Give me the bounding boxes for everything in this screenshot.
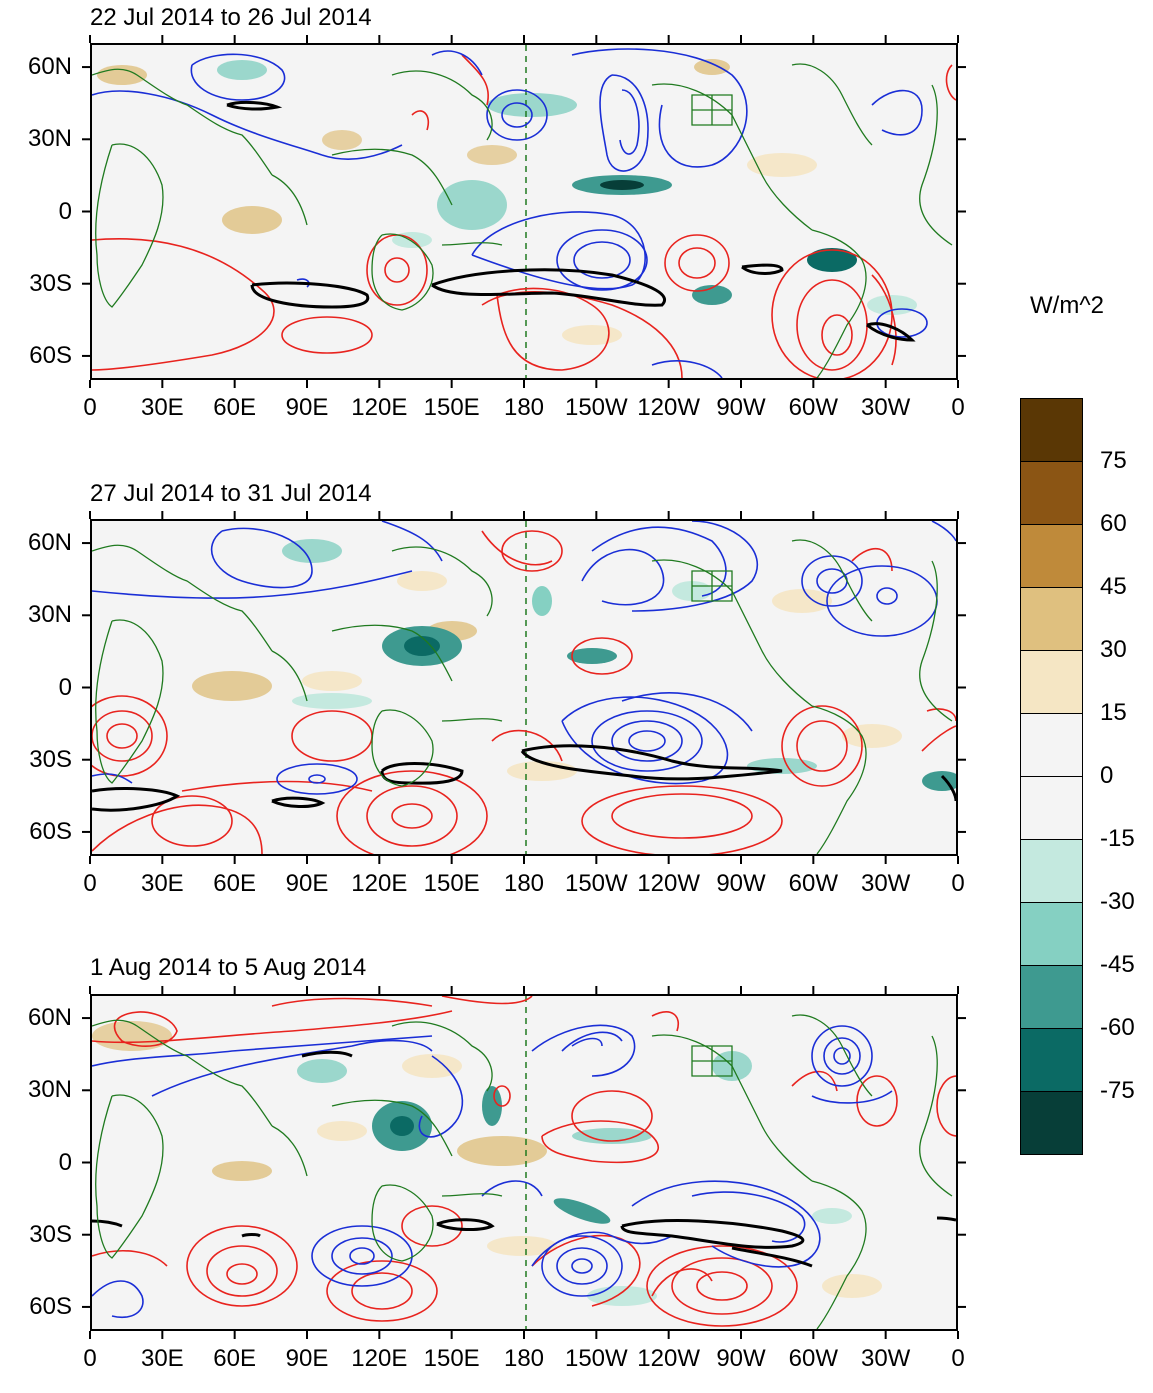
colorbar-box xyxy=(1020,776,1083,839)
lon-label: 30W xyxy=(860,1345,911,1372)
colorbar-label: -30 xyxy=(1100,888,1135,915)
shading-green xyxy=(297,1051,852,1306)
lon-label: 90W xyxy=(716,394,766,421)
lon-label: 90E xyxy=(285,870,329,897)
lon-label: 180 xyxy=(503,1345,545,1372)
colorbar-box xyxy=(1020,713,1083,776)
lon-label: 150E xyxy=(423,394,480,421)
lon-label: 150W xyxy=(564,1345,628,1372)
colorbar-box xyxy=(1020,398,1083,461)
contours-zero xyxy=(92,744,956,812)
lat-label: 60S xyxy=(29,817,72,845)
lon-label: 60W xyxy=(788,1345,839,1372)
colorbar-label: 45 xyxy=(1100,573,1127,600)
lat-label: 60S xyxy=(29,341,72,369)
lon-label: 150W xyxy=(564,870,628,897)
colorbar-label: -15 xyxy=(1100,825,1135,852)
lon-label: 120E xyxy=(351,1345,408,1372)
shading-green xyxy=(217,60,917,315)
lat-label: 0 xyxy=(58,673,72,701)
lon-label: 120E xyxy=(351,394,408,421)
lon-label: 30W xyxy=(860,394,911,421)
lat-label: 30S xyxy=(29,269,72,297)
colorbar-label: 75 xyxy=(1100,447,1127,474)
lon-label: 90E xyxy=(285,394,329,421)
lat-label: 60S xyxy=(29,1292,72,1320)
coastlines xyxy=(92,539,953,854)
colorbar-label: 15 xyxy=(1100,699,1127,726)
lon-label: 30E xyxy=(140,394,184,421)
colorbar-label: -60 xyxy=(1100,1014,1135,1041)
lon-label: 60E xyxy=(213,870,257,897)
lon-label: 60W xyxy=(788,394,839,421)
lat-label: 0 xyxy=(58,197,72,225)
lon-label: 30W xyxy=(860,870,911,897)
lon-label: 180 xyxy=(503,394,545,421)
colorbar xyxy=(1020,398,1083,1155)
lon-label: 30E xyxy=(140,1345,184,1372)
lon-label: 120W xyxy=(637,870,701,897)
lon-label: 0 xyxy=(83,394,97,421)
lat-label: 60N xyxy=(27,53,72,81)
lat-label: 30S xyxy=(29,745,72,773)
contours-negative xyxy=(92,521,956,795)
lon-label: 60W xyxy=(788,870,839,897)
panel-2-map xyxy=(90,519,958,856)
colorbar-label: -75 xyxy=(1100,1077,1135,1104)
panel-3-title: 1 Aug 2014 to 5 Aug 2014 xyxy=(90,954,367,981)
panel-3-map xyxy=(90,994,958,1331)
panel-2-title: 27 Jul 2014 to 31 Jul 2014 xyxy=(90,480,372,507)
contours-negative xyxy=(92,1024,893,1318)
lon-label: 0 xyxy=(83,870,97,897)
colorbar-box xyxy=(1020,902,1083,965)
lon-label: 0 xyxy=(951,394,965,421)
lon-label: 0 xyxy=(951,1345,965,1372)
panel-1-title: 22 Jul 2014 to 26 Jul 2014 xyxy=(90,4,372,31)
colorbar-box xyxy=(1020,965,1083,1028)
lon-label: 120E xyxy=(351,870,408,897)
lon-label: 0 xyxy=(951,870,965,897)
lon-label: 180 xyxy=(503,870,545,897)
lon-label: 90E xyxy=(285,1345,329,1372)
lat-label: 30N xyxy=(27,601,72,629)
colorbar-box xyxy=(1020,839,1083,902)
colorbar-label: 60 xyxy=(1100,510,1127,537)
lon-label: 90W xyxy=(716,870,766,897)
colorbar-box xyxy=(1020,1091,1083,1155)
contours-negative xyxy=(92,48,928,378)
lon-label: 60E xyxy=(213,1345,257,1372)
lat-label: 30S xyxy=(29,1220,72,1248)
lon-label: 150E xyxy=(423,870,480,897)
coastlines xyxy=(92,63,953,378)
colorbar-box xyxy=(1020,1028,1083,1091)
lon-label: 0 xyxy=(83,1345,97,1372)
lon-label: 120W xyxy=(637,394,701,421)
contours-zero xyxy=(92,1050,956,1268)
lat-label: 0 xyxy=(58,1148,72,1176)
colorbar-box xyxy=(1020,461,1083,524)
colorbar-box xyxy=(1020,650,1083,713)
lat-label: 30N xyxy=(27,1076,72,1104)
colorbar-box xyxy=(1020,587,1083,650)
lon-label: 90W xyxy=(716,1345,766,1372)
lon-label: 30E xyxy=(140,870,184,897)
lon-label: 150E xyxy=(423,1345,480,1372)
lat-label: 60N xyxy=(27,529,72,557)
lat-label: 60N xyxy=(27,1004,72,1032)
lat-label: 30N xyxy=(27,125,72,153)
contours-zero xyxy=(226,100,916,342)
colorbar-label: -45 xyxy=(1100,951,1135,978)
lon-label: 120W xyxy=(637,1345,701,1372)
colorbar-label: 0 xyxy=(1100,762,1114,789)
lon-label: 60E xyxy=(213,394,257,421)
panel-1-map xyxy=(90,43,958,380)
colorbar-label: 30 xyxy=(1100,636,1127,663)
colorbar-box xyxy=(1020,524,1083,587)
shading-brown xyxy=(97,59,817,345)
colorbar-units: W/m^2 xyxy=(1030,292,1104,319)
lon-label: 150W xyxy=(564,394,628,421)
shading-brown xyxy=(92,1021,882,1298)
coastlines xyxy=(92,1014,953,1329)
